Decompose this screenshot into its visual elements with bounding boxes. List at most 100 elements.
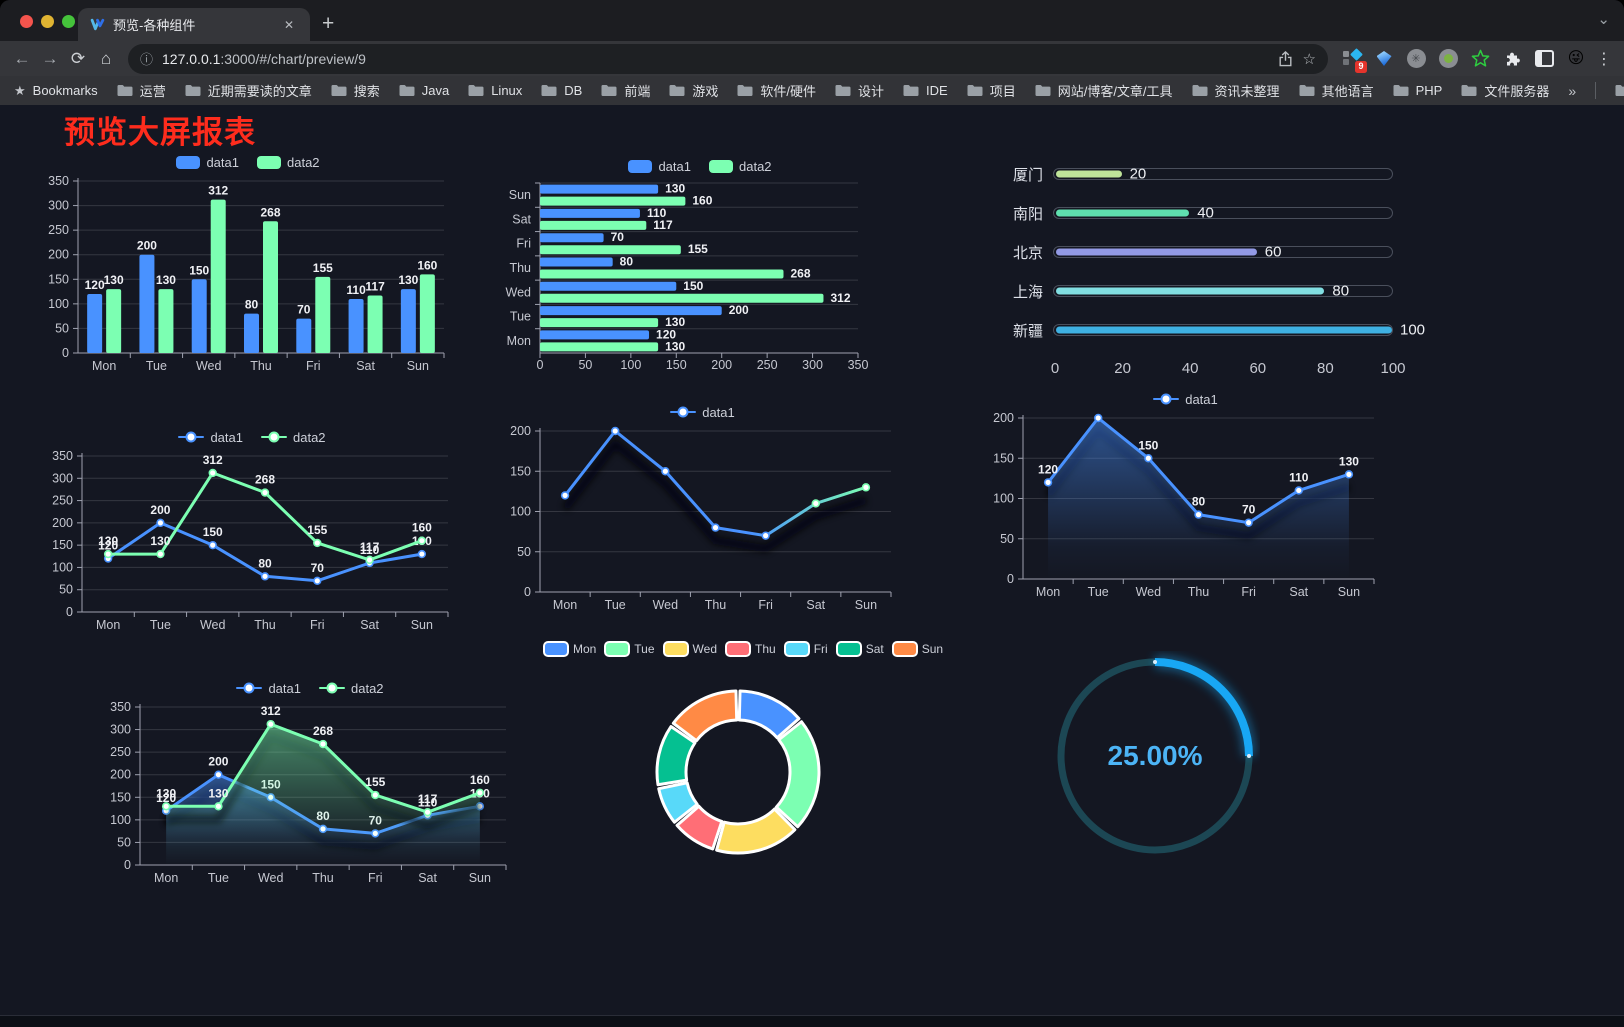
bookmark-folder[interactable]: IDE <box>903 83 948 98</box>
extension-snowflake-icon[interactable]: ✳ <box>1406 49 1426 69</box>
browser-tab[interactable]: 预览-各种组件 ✕ <box>78 8 310 41</box>
capsule-row[interactable]: 南阳 40 <box>993 204 1393 223</box>
two-series-line-chart[interactable]: data1 data2 0 50 100 150 200 250 300 350 Mon Tue We… <box>42 426 462 643</box>
svg-text:Mon: Mon <box>96 618 120 632</box>
bookmark-folder[interactable]: 其他语言 <box>1299 81 1374 100</box>
site-info-icon[interactable]: ⓘ <box>140 52 154 67</box>
legend-item[interactable]: data2 <box>257 155 320 170</box>
profile-avatar[interactable]: 😜 <box>1567 49 1585 67</box>
legend-item[interactable]: Mon <box>542 641 596 657</box>
legend-item[interactable]: Sun <box>891 641 943 657</box>
bookmark-folder[interactable]: 文件服务器 <box>1461 81 1549 100</box>
address-bar[interactable]: ⓘ 127.0.0.1:3000/#/chart/preview/9 ☆ <box>128 43 1328 74</box>
capsule-row[interactable]: 厦门 20 <box>993 165 1393 184</box>
bookmark-folder[interactable]: 设计 <box>835 81 884 100</box>
extension-gem-icon[interactable] <box>1374 49 1394 69</box>
legend-item[interactable]: data1 <box>628 159 691 174</box>
svg-text:110: 110 <box>346 283 366 297</box>
bookmark-folder[interactable]: 运营 <box>117 81 166 100</box>
donut-chart[interactable]: Mon Tue Wed Thu Fri Sat Sun <box>542 638 943 893</box>
legend-item[interactable]: data1 <box>670 405 735 420</box>
zoom-window-button[interactable] <box>62 15 75 28</box>
forward-button[interactable]: → <box>41 48 59 68</box>
extension-green-dot-icon[interactable] <box>1438 49 1458 69</box>
capsule-row[interactable]: 北京 60 <box>993 243 1393 262</box>
capsule-row[interactable]: 上海 80 <box>993 282 1393 301</box>
area-line-canvas[interactable]: 0 50 100 150 200 Mon Tue Wed Thu Fri Sat Sun 120 200 1… <box>983 398 1388 605</box>
bookmark-folder[interactable]: 近期需要读的文章 <box>185 81 312 100</box>
capsule-row[interactable]: 新疆 100 <box>993 321 1425 340</box>
legend-item[interactable]: data1 <box>1153 392 1218 407</box>
legend-item[interactable]: Sat <box>835 641 884 657</box>
area-line-chart[interactable]: data1 0 50 100 150 200 Mon Tue Wed Thu Fri Sat Sun 1… <box>983 388 1388 610</box>
bookmark-folder[interactable]: 网站/博客/文章/工具 <box>1035 81 1173 100</box>
grouped-bar-chart[interactable]: data1 data2 0 50 100 150 200 250 300 350 Mon Tue We… <box>38 151 458 384</box>
bookmarks-overflow-chevron[interactable]: » <box>1568 82 1577 99</box>
other-bookmarks-folder[interactable]: 其他书签 <box>1615 81 1624 100</box>
bookmark-folder[interactable]: PHP <box>1393 83 1442 98</box>
legend-item[interactable]: data2 <box>261 430 326 445</box>
svg-text:Wed: Wed <box>506 285 532 299</box>
capsule-value: 20 <box>1129 165 1147 183</box>
bookmarks-manager-item[interactable]: ★ Bookmarks <box>14 83 98 99</box>
bookmark-folder[interactable]: DB <box>541 83 582 98</box>
bookmark-star-icon[interactable]: ☆ <box>1302 50 1316 68</box>
browser-toolbar: ← → ⟳ ⌂ ⓘ 127.0.0.1:3000/#/chart/preview… <box>0 41 1624 76</box>
legend-item[interactable]: data2 <box>709 159 772 174</box>
legend-item[interactable]: Thu <box>725 641 776 657</box>
tab-search-chevron-icon[interactable]: ⌄ <box>1597 11 1610 28</box>
progress-gauge[interactable]: 25.00% <box>1050 651 1260 861</box>
tab-close-icon[interactable]: ✕ <box>283 17 294 32</box>
browser-menu-icon[interactable]: ⋮ <box>1596 50 1612 68</box>
svg-text:0: 0 <box>1007 572 1014 586</box>
legend-item[interactable]: data1 <box>176 155 239 170</box>
two-series-area-line-chart[interactable]: data1 data2 0 50 100 150 200 250 300 350 Mon Tue We… <box>100 677 520 896</box>
bookmark-folder[interactable]: 项目 <box>967 81 1016 100</box>
home-button[interactable]: ⌂ <box>100 48 112 68</box>
legend-item[interactable]: data1 <box>178 430 243 445</box>
bookmark-folder[interactable]: 软件/硬件 <box>737 81 816 100</box>
url-text[interactable]: 127.0.0.1:3000/#/chart/preview/9 <box>162 51 1268 67</box>
line-chart-canvas[interactable]: 0 50 100 150 200 250 300 350 Mon Tue Wed Thu Fri Sat S… <box>42 448 462 638</box>
extension-grid-diamond-icon[interactable]: 9 <box>1342 47 1367 73</box>
legend-item[interactable]: Tue <box>604 641 655 657</box>
share-icon[interactable] <box>1278 50 1293 67</box>
chart-legend: data1 data2 <box>42 426 462 448</box>
legend-item[interactable]: Wed <box>662 641 717 657</box>
bookmark-label: Bookmarks <box>32 83 98 98</box>
legend-label: Sat <box>865 642 884 656</box>
svg-text:312: 312 <box>830 291 850 305</box>
reload-button[interactable]: ⟳ <box>70 48 86 68</box>
gradient-line-canvas[interactable]: 0 50 100 150 200 Mon Tue Wed Thu Fri Sat Sun <box>500 423 905 618</box>
bookmark-folder[interactable]: 游戏 <box>669 81 718 100</box>
new-tab-button[interactable]: + <box>322 12 335 35</box>
horizontal-bar-chart[interactable]: data1 data2 0 50 100 150 200 250 300 350 Mon Tue We… <box>500 155 900 382</box>
legend-item[interactable]: Fri <box>783 641 828 657</box>
bookmark-folder[interactable]: 前端 <box>601 81 650 100</box>
page-title: 预览大屏报表 <box>64 115 256 150</box>
legend-item[interactable]: data1 <box>236 681 301 696</box>
back-button[interactable]: ← <box>13 48 31 68</box>
legend-label: Tue <box>634 642 655 656</box>
bookmark-folder[interactable]: Linux <box>468 83 522 98</box>
extensions-puzzle-icon[interactable] <box>1502 49 1522 69</box>
extensions-cluster: 9 ✳ 😜 <box>1342 47 1586 73</box>
svg-text:Tue: Tue <box>146 359 167 373</box>
minimize-window-button[interactable] <box>41 15 54 28</box>
grouped-bar-canvas[interactable]: 0 50 100 150 200 250 300 350 Mon Tue Wed Thu Fri Sat S… <box>38 173 458 379</box>
extension-green-star-icon[interactable] <box>1470 49 1490 69</box>
close-window-button[interactable] <box>20 15 33 28</box>
side-panel-icon[interactable] <box>1534 49 1554 69</box>
bookmark-folder[interactable]: Java <box>399 83 449 98</box>
gradient-line-chart[interactable]: data1 0 50 100 150 200 Mon Tue Wed Thu Fri Sat Sun <box>500 401 905 623</box>
legend-item[interactable]: data2 <box>319 681 384 696</box>
gauge-canvas[interactable] <box>1050 651 1260 861</box>
horizontal-bar-canvas[interactable]: 0 50 100 150 200 250 300 350 Mon Tue Wed Thu Fri Sat S… <box>500 177 900 377</box>
area-line2-canvas[interactable]: 0 50 100 150 200 250 300 350 Mon Tue Wed Thu Fri Sat S… <box>100 699 520 891</box>
bookmark-label: 搜索 <box>353 84 380 99</box>
donut-canvas[interactable] <box>543 660 943 888</box>
capsule-bar-chart[interactable]: 厦门 20 南阳 40 北京 60 上海 80 新疆 100 0 20 40 60 80 100 <box>993 151 1425 380</box>
bookmark-folder[interactable]: 搜索 <box>331 81 380 100</box>
bookmark-folder[interactable]: 资讯未整理 <box>1192 81 1280 100</box>
svg-text:100: 100 <box>52 560 73 574</box>
